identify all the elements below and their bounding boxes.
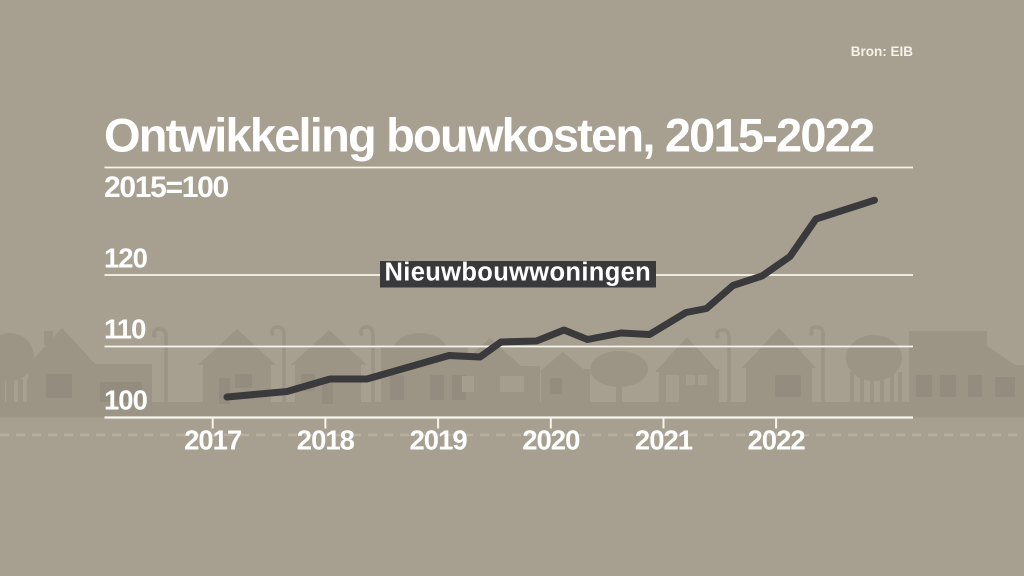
- svg-text:Bron: EIB: Bron: EIB: [851, 44, 913, 59]
- svg-text:120: 120: [104, 243, 148, 274]
- svg-text:2022: 2022: [748, 425, 806, 456]
- svg-text:2018: 2018: [297, 425, 355, 456]
- svg-text:2015=100: 2015=100: [104, 171, 229, 204]
- svg-text:2020: 2020: [522, 425, 580, 456]
- svg-text:2021: 2021: [635, 425, 693, 456]
- svg-text:110: 110: [104, 314, 146, 345]
- svg-text:Ontwikkeling bouwkosten, 2015-: Ontwikkeling bouwkosten, 2015-2022: [104, 109, 874, 162]
- svg-text:100: 100: [104, 385, 148, 416]
- svg-text:2017: 2017: [184, 425, 242, 456]
- svg-text:2019: 2019: [410, 425, 468, 456]
- svg-text:Nieuwbouwwoningen: Nieuwbouwwoningen: [385, 259, 652, 287]
